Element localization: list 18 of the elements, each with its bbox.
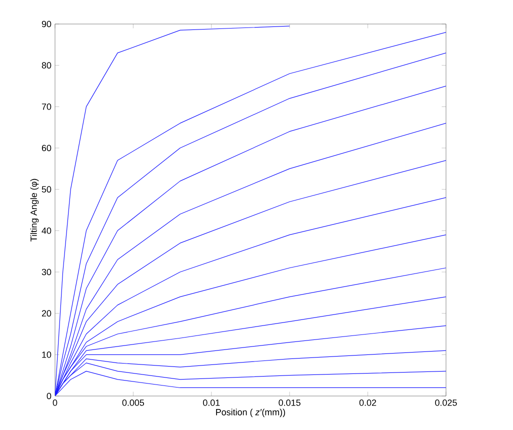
y-axis-title: Tilting Angle (φ): [30, 178, 39, 242]
y-tick-label: 60: [42, 144, 52, 152]
x-tick-label: 0: [52, 400, 58, 406]
y-tick-label: 80: [42, 62, 52, 69]
x-tick-label: 0.005: [122, 400, 144, 406]
y-tick-label: 50: [42, 186, 52, 193]
y-tick-label: 0: [46, 392, 52, 400]
x-tick-label: 0.01: [203, 400, 220, 406]
x-axis-title: Position ( z′(mm)): [216, 408, 286, 418]
y-tick-label: 30: [42, 268, 52, 276]
y-tick-label: 40: [42, 227, 52, 234]
y-tick-label: 10: [42, 351, 52, 358]
x-tick-label: 0.025: [435, 400, 457, 406]
x-tick-label: 0.015: [278, 400, 300, 406]
y-tick-label: 70: [42, 103, 52, 110]
x-tick-label: 0.02: [359, 400, 376, 406]
y-tick-label: 20: [42, 310, 52, 317]
y-tick-label: 90: [42, 20, 52, 28]
